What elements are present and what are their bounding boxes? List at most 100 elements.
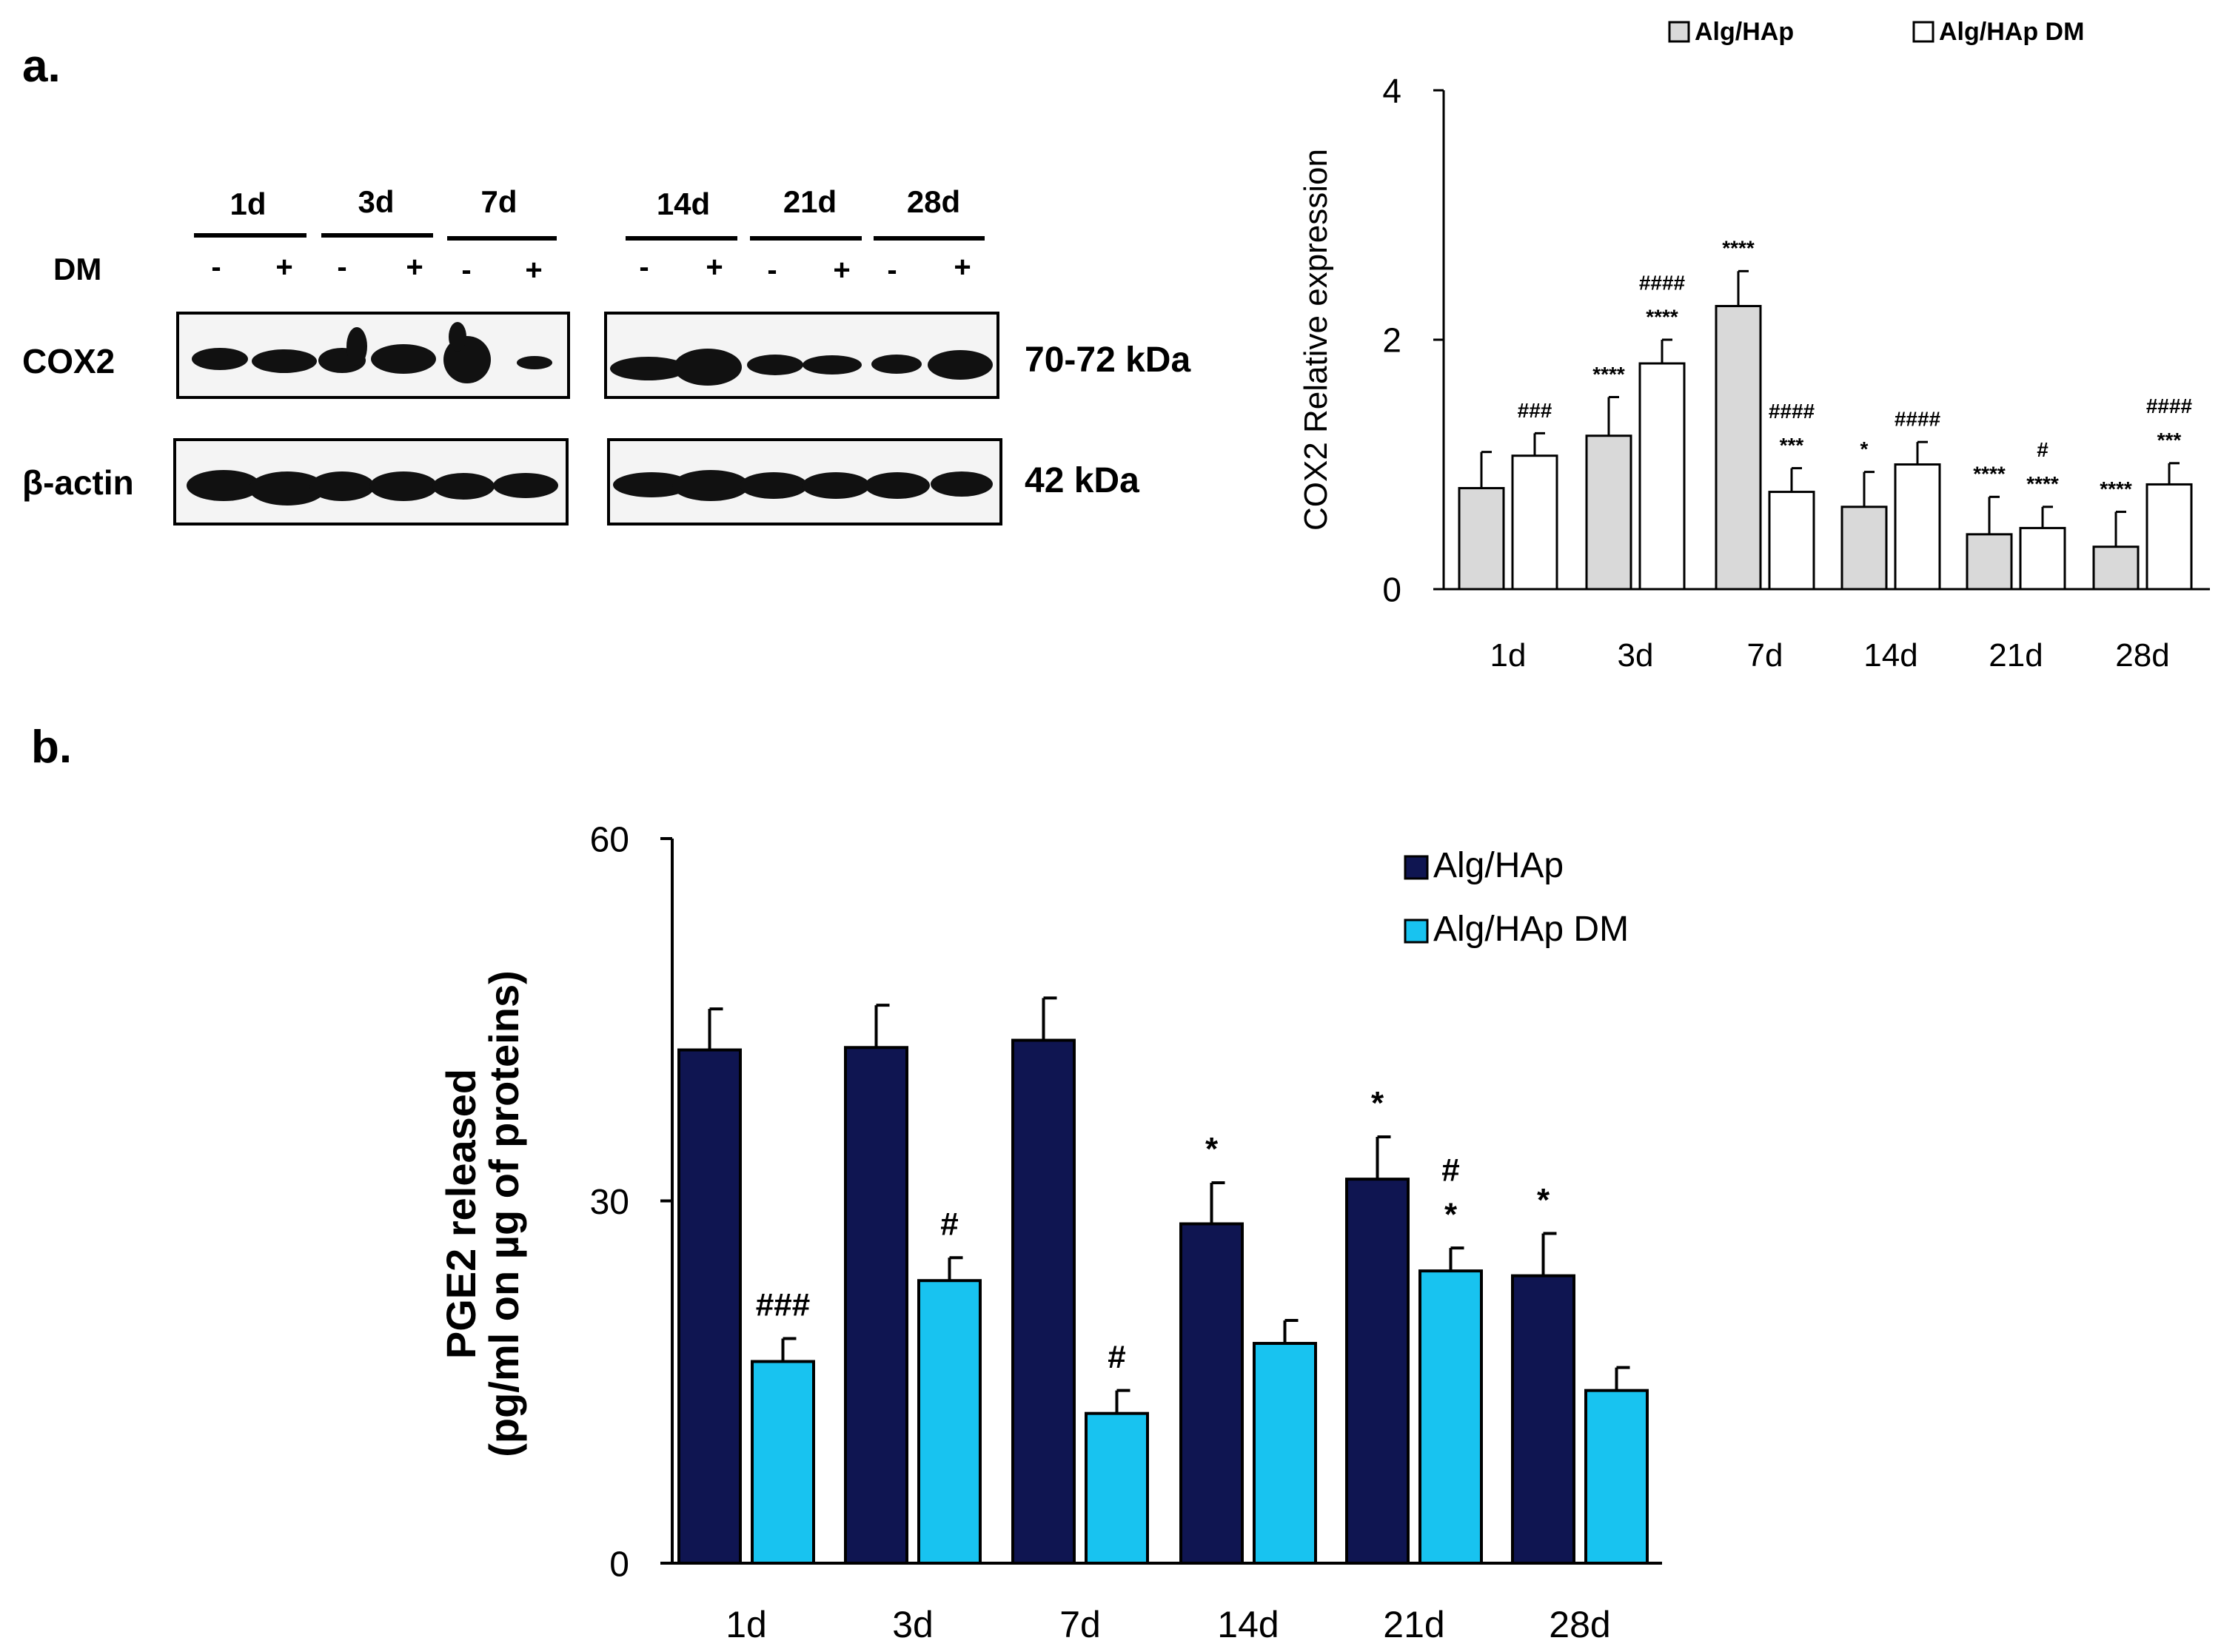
blot-group-label: 14d [657, 187, 710, 221]
significance-marker: * [1444, 1196, 1458, 1232]
y-axis-label: COX2 Relative expression [1298, 149, 1334, 531]
bar [1894, 463, 1941, 591]
blot-band [928, 350, 993, 380]
blot-membrane [604, 312, 999, 399]
y-tick-label: 2 [1382, 321, 1401, 360]
significance-marker: *** [2157, 429, 2182, 451]
legend-swatch [1668, 21, 1690, 43]
bar [1085, 1411, 1149, 1565]
blot-band [865, 472, 930, 499]
dm-sign: + [525, 254, 542, 286]
blot-group-label: 28d [907, 184, 960, 219]
significance-marker: # [1108, 1339, 1125, 1375]
bar [1458, 487, 1505, 591]
y-tick-label: 0 [1382, 571, 1401, 609]
blot-band [252, 349, 317, 373]
blot-group-headers: 1d 3d 7d 14d 21d 28d DM - + - + - + - + … [53, 184, 985, 286]
bar [1011, 1038, 1076, 1565]
dm-sign: - [767, 254, 777, 286]
y-tick-label: 0 [609, 1545, 629, 1584]
y-axis-label: PGE2 released [438, 1069, 484, 1359]
blot-band [369, 471, 438, 501]
blot-band [871, 355, 922, 374]
blot-band [432, 473, 495, 500]
significance-marker: #### [2146, 394, 2193, 417]
blot-row-label-cox2: COX2 [22, 342, 115, 380]
bar [1345, 1178, 1410, 1565]
cox2-chart: 0 2 4 COX2 Relative expression 1d 3d 7d 14d 21d 2… [1298, 18, 2210, 674]
blot-band [803, 355, 862, 375]
x-tick-label: 21d [1383, 1604, 1444, 1645]
y-tick-label: 4 [1382, 72, 1401, 110]
dm-sign: - [639, 251, 649, 283]
blot-group-label: 7d [480, 184, 517, 219]
western-blot: 1d 3d 7d 14d 21d 28d DM - + - + - + - + … [22, 184, 1190, 526]
blot-band [192, 348, 248, 370]
dm-sign: + [706, 251, 723, 283]
blot-band [309, 471, 375, 501]
blot-band [610, 357, 687, 380]
legend-label: Alg/HAp [1695, 18, 1794, 46]
dm-sign: + [275, 251, 292, 283]
dm-sign: + [954, 251, 971, 283]
significance-marker: ### [1518, 399, 1552, 422]
significance-marker: **** [1722, 237, 1755, 260]
x-tick-label: 28d [1549, 1604, 1610, 1645]
bar [1511, 454, 1558, 591]
bar [1179, 1222, 1244, 1565]
significance-marker: * [1537, 1182, 1550, 1218]
bar [1511, 1274, 1575, 1565]
pge2-chart: 0 30 60 PGE2 released(pg/ml on µg of protei… [438, 820, 1662, 1645]
y-tick-label: 30 [590, 1183, 629, 1222]
significance-marker: # [2037, 438, 2049, 461]
bar [1768, 491, 1815, 591]
x-tick-label: 1d [726, 1604, 767, 1645]
x-tick-label: 3d [892, 1604, 934, 1645]
bar [1253, 1342, 1317, 1565]
dm-sign: + [833, 254, 850, 286]
blot-group-label: 3d [358, 184, 394, 219]
bar [2092, 545, 2140, 591]
significance-marker: **** [2026, 472, 2059, 495]
blot-row-label-actin: β-actin [22, 463, 134, 502]
dm-label: DM [53, 252, 101, 286]
bar [1418, 1269, 1483, 1565]
x-tick-label: 28d [2115, 637, 2169, 674]
legend-label: Alg/HAp DM [1433, 910, 1629, 949]
bar [751, 1360, 815, 1565]
blot-band [346, 327, 367, 366]
blot-band [613, 472, 690, 497]
y-axis-label-units: (pg/ml on µg of proteins) [480, 970, 527, 1457]
significance-marker: # [940, 1206, 958, 1242]
x-tick-label: 3d [1618, 637, 1654, 674]
dm-sign: - [887, 254, 897, 286]
bar [1966, 533, 2013, 591]
bar [1840, 506, 1888, 591]
x-tick-label: 14d [1217, 1604, 1279, 1645]
dm-sign: - [337, 251, 346, 283]
significance-marker: * [1371, 1085, 1384, 1121]
legend-swatch [1404, 919, 1429, 944]
blot-band [740, 472, 808, 499]
legend-swatch [1404, 855, 1429, 880]
blot-band [493, 473, 558, 498]
blot-band [449, 322, 466, 352]
legend-label: Alg/HAp [1433, 846, 1564, 885]
blot-size-actin: 42 kDa [1025, 461, 1139, 500]
panel-b-label: b. [31, 722, 72, 773]
significance-marker: #### [1639, 271, 1686, 294]
dm-sign: - [461, 254, 471, 286]
bar [917, 1279, 982, 1565]
panel-a-label: a. [22, 41, 61, 92]
blot-band [802, 472, 870, 499]
significance-marker: * [1205, 1131, 1219, 1167]
x-tick-label: 7d [1747, 637, 1783, 674]
bar [1715, 305, 1762, 591]
blot-band [249, 471, 326, 506]
blot-group-label: 1d [230, 187, 266, 221]
blot-band [517, 356, 552, 369]
blot-band [931, 471, 993, 497]
blot-bands [187, 322, 993, 506]
significance-marker: **** [1973, 463, 2006, 486]
